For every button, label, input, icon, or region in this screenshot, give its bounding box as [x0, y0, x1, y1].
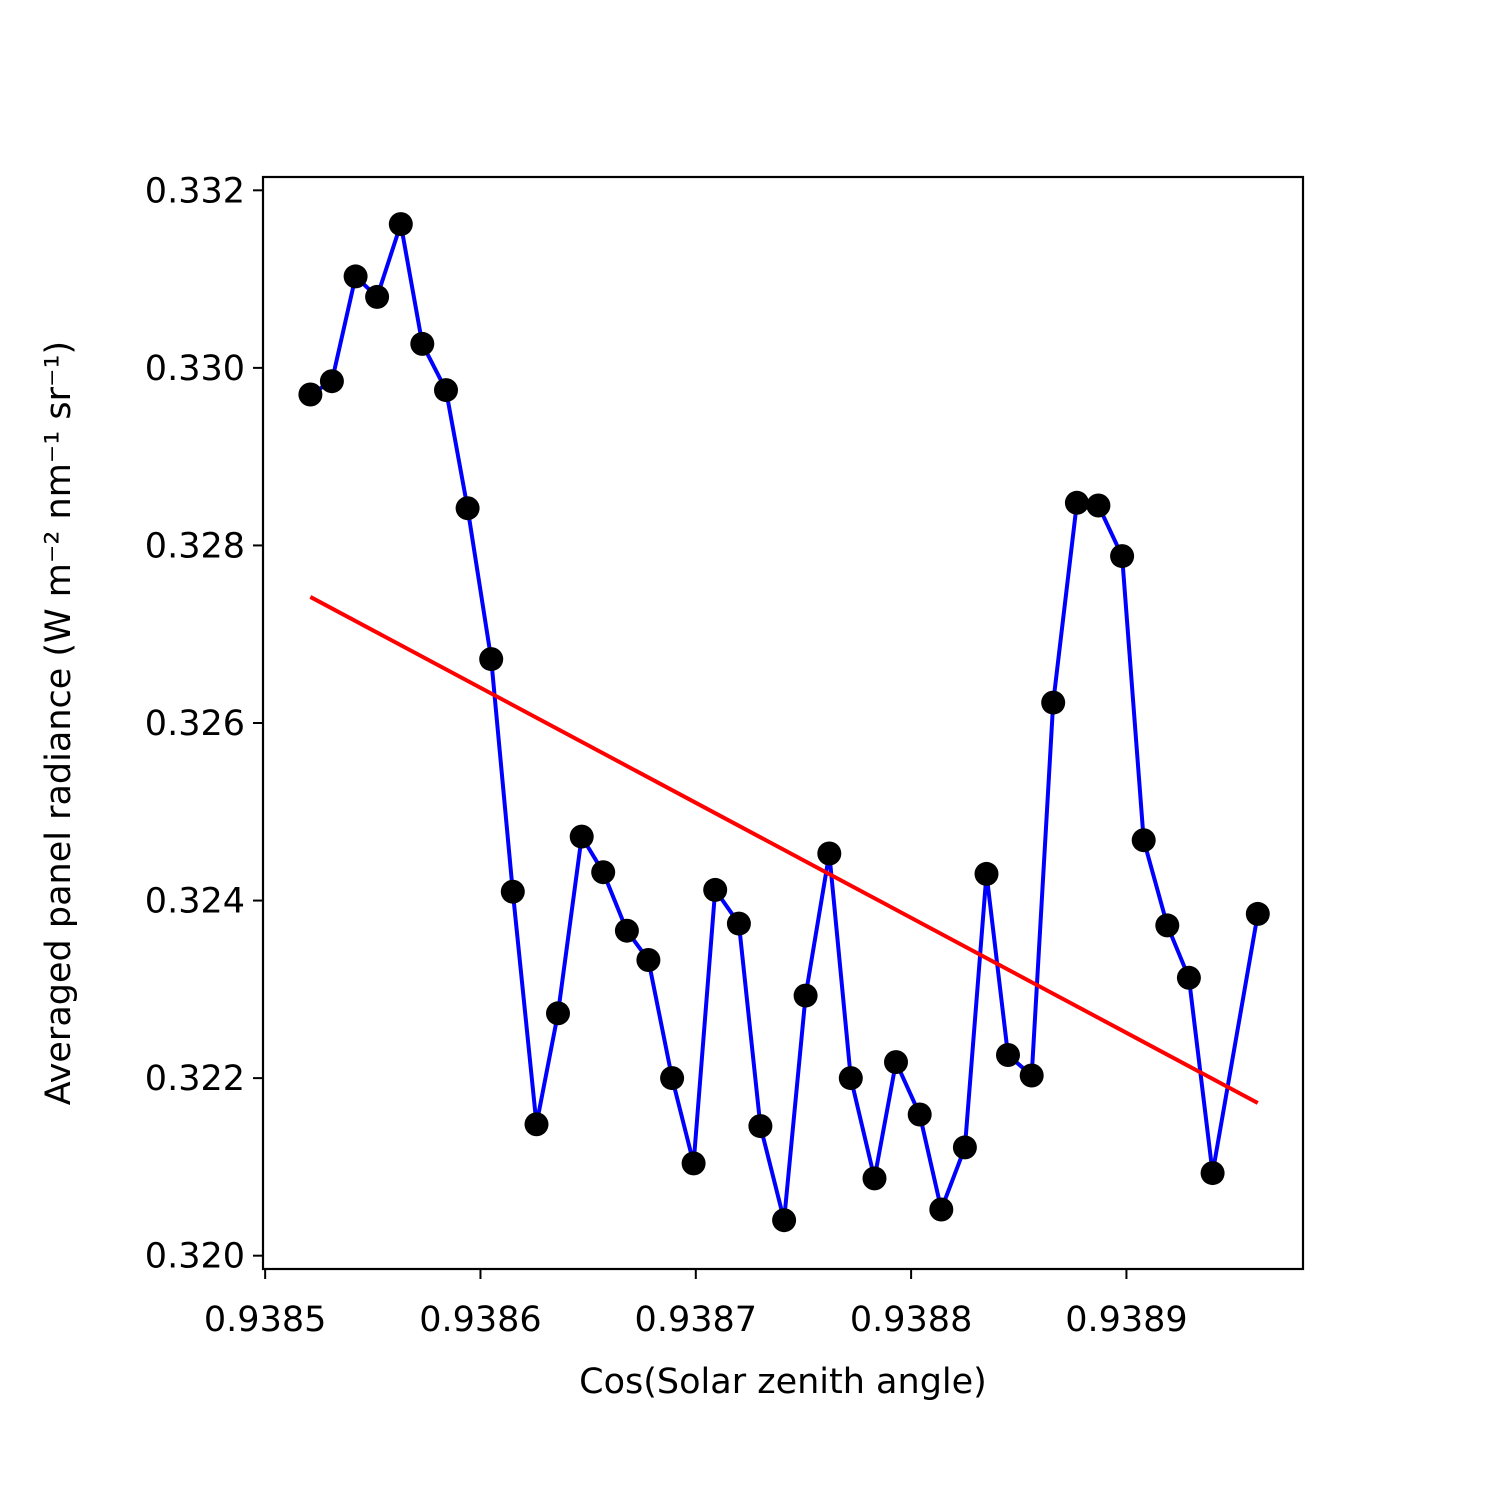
data-point: [1200, 1161, 1225, 1186]
x-tick-label: 0.9388: [850, 1300, 972, 1340]
data-point: [298, 382, 323, 407]
data-point: [1155, 913, 1180, 938]
y-tick-label: 0.330: [145, 349, 245, 389]
data-point: [500, 879, 525, 904]
data-point: [952, 1135, 977, 1160]
y-axis: 0.320 0.322 0.324 0.326 0.328 0.330 0.332: [145, 171, 263, 1277]
data-point: [862, 1166, 887, 1191]
y-tick-label: 0.322: [145, 1059, 245, 1099]
x-axis: 0.9385 0.9386 0.9387 0.9388 0.9389: [204, 1269, 1188, 1340]
y-tick-label: 0.320: [145, 1237, 245, 1277]
data-point: [838, 1066, 863, 1091]
data-point: [388, 212, 413, 237]
data-point: [1064, 490, 1089, 515]
x-tick-label: 0.9386: [419, 1300, 541, 1340]
data-point: [1131, 828, 1156, 853]
data-point: [681, 1151, 706, 1176]
data-point: [1041, 690, 1066, 715]
data-point: [793, 983, 818, 1008]
data-point: [365, 284, 390, 309]
x-tick-label: 0.9385: [204, 1300, 326, 1340]
data-point: [929, 1197, 954, 1222]
data-point: [636, 948, 661, 972]
y-axis-label: Averaged panel radiance (W m⁻² nm⁻¹ sr⁻¹…: [39, 341, 79, 1105]
x-axis-label: Cos(Solar zenith angle): [579, 1362, 987, 1402]
data-point: [1110, 544, 1135, 569]
data-point: [907, 1102, 932, 1127]
data-point: [817, 841, 842, 866]
data-point: [974, 861, 999, 886]
data-point: [410, 331, 435, 356]
data-point: [996, 1043, 1020, 1067]
data-point: [343, 264, 368, 289]
data-point: [1086, 493, 1111, 518]
data-point: [455, 496, 480, 521]
y-tick-label: 0.324: [145, 882, 245, 922]
data-point: [591, 860, 616, 885]
data-point: [660, 1066, 685, 1091]
data-point: [569, 824, 594, 849]
data-point: [703, 877, 728, 902]
data-point: [726, 911, 751, 936]
fit-line: [309, 595, 1259, 1105]
y-tick-label: 0.326: [145, 704, 245, 744]
y-tick-label: 0.332: [145, 171, 245, 211]
data-point: [319, 369, 344, 394]
data-point: [479, 647, 504, 672]
x-tick-label: 0.9389: [1065, 1300, 1187, 1340]
data-point: [1019, 1063, 1044, 1088]
plot-area: [298, 212, 1270, 1233]
data-point: [884, 1050, 908, 1075]
x-tick-label: 0.9387: [635, 1300, 757, 1340]
data-point: [546, 1001, 570, 1026]
data-point: [524, 1112, 549, 1137]
y-tick-label: 0.328: [145, 526, 245, 566]
data-point: [772, 1208, 797, 1233]
data-point: [1176, 965, 1201, 990]
data-point: [748, 1114, 773, 1139]
data-point: [614, 918, 639, 943]
data-point: [434, 378, 458, 403]
data-point: [1245, 901, 1270, 926]
